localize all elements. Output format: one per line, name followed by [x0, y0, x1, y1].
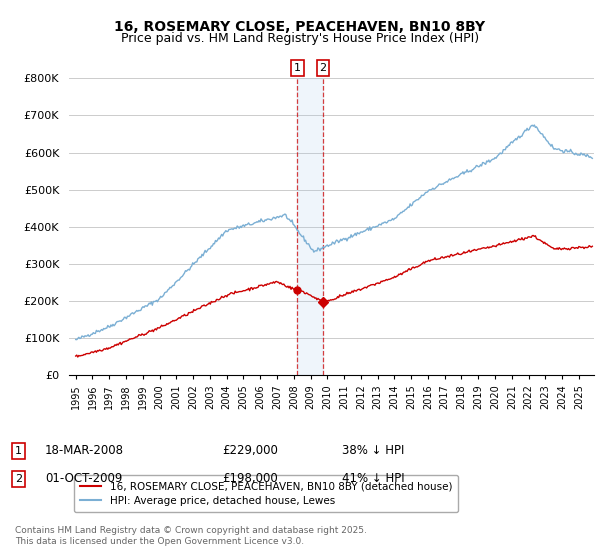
Text: 1: 1	[294, 63, 301, 73]
Text: 18-MAR-2008: 18-MAR-2008	[45, 444, 124, 458]
Legend: 16, ROSEMARY CLOSE, PEACEHAVEN, BN10 8BY (detached house), HPI: Average price, d: 16, ROSEMARY CLOSE, PEACEHAVEN, BN10 8BY…	[74, 475, 458, 512]
Text: £198,000: £198,000	[222, 472, 278, 486]
Text: Price paid vs. HM Land Registry's House Price Index (HPI): Price paid vs. HM Land Registry's House …	[121, 32, 479, 45]
Text: 16, ROSEMARY CLOSE, PEACEHAVEN, BN10 8BY: 16, ROSEMARY CLOSE, PEACEHAVEN, BN10 8BY	[115, 20, 485, 34]
Text: Contains HM Land Registry data © Crown copyright and database right 2025.
This d: Contains HM Land Registry data © Crown c…	[15, 526, 367, 546]
Text: 01-OCT-2009: 01-OCT-2009	[45, 472, 122, 486]
Text: £229,000: £229,000	[222, 444, 278, 458]
Text: 1: 1	[15, 446, 22, 456]
Text: 2: 2	[320, 63, 326, 73]
Text: 41% ↓ HPI: 41% ↓ HPI	[342, 472, 404, 486]
Bar	[297, 78, 323, 375]
Text: 2: 2	[15, 474, 22, 484]
Text: 38% ↓ HPI: 38% ↓ HPI	[342, 444, 404, 458]
